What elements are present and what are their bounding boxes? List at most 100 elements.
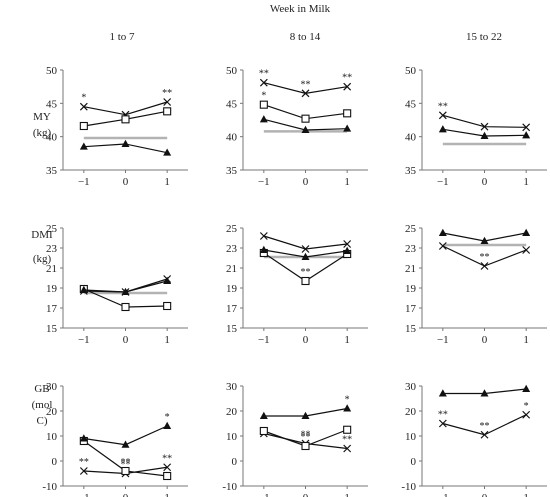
point-marker-x [343,82,352,91]
figure-title: Week in Milk [270,3,331,15]
point-marker-square [343,425,352,434]
x-marker-stroke [438,419,447,428]
x-marker-stroke [343,240,352,248]
x-tick-label: −1 [258,176,270,188]
y-tick-label: 50 [46,65,58,77]
x-tick-label: 1 [164,334,170,346]
significance-label: ** [480,421,490,432]
x-marker-stroke [79,102,88,111]
column-heading-week-1-7: 1 to 7 [109,31,135,43]
x-marker-stroke [259,232,268,240]
x-marker-stroke [301,245,310,253]
y-tick-label: 21 [46,263,57,275]
y-tick-label: 25 [405,223,417,235]
x-tick-label: −1 [437,334,449,346]
point-marker-square [121,115,130,124]
point-marker-triangle [480,389,489,397]
point-marker-triangle [522,384,531,392]
x-tick-label: 1 [523,334,529,346]
point-marker-x [480,122,489,131]
point-marker-triangle [121,139,130,147]
significance-label: ** [301,79,311,90]
x-marker-stroke [522,246,531,254]
significance-label: ** [121,457,131,468]
panel-r1-c1: 15 17 19 21 23 25 −1 0 1 ** [226,223,368,346]
point-marker-triangle [79,434,88,442]
panel-r1-c2: 15 17 19 21 23 25 −1 0 1 ** [405,223,547,346]
point-marker-triangle [522,131,531,139]
point-marker-triangle [121,287,130,295]
point-marker-triangle [259,245,268,253]
point-marker-x [79,102,88,111]
y-tick-label: 30 [226,381,238,393]
y-tick-label: 40 [226,132,238,144]
y-tick-label: 0 [52,456,58,468]
significance-label: * [261,91,266,102]
point-marker-square [301,276,310,286]
point-marker-square [121,302,130,312]
row-label-2-line-2: C) [37,415,48,427]
x-marker-stroke [480,262,489,270]
point-marker-triangle [79,142,88,150]
row-label-0-line-1: (kg) [33,127,52,139]
significance-label: * [524,401,529,412]
x-marker-stroke [480,122,489,131]
point-marker-triangle [343,246,352,254]
point-marker-triangle [163,276,172,284]
x-tick-label: −1 [78,176,90,188]
column-heading-week-8-14: 8 to 14 [290,31,321,43]
point-marker-square [163,301,172,311]
point-marker-x [259,232,268,240]
point-marker-square [343,109,352,118]
y-tick-label: -10 [401,481,416,493]
x-tick-label: 0 [123,334,129,346]
significance-label: ** [301,267,311,278]
row-label-1-line-1: (kg) [33,253,52,265]
x-marker-stroke [343,444,352,453]
x-tick-label: 0 [123,176,129,188]
point-marker-x [301,245,310,253]
point-marker-x [522,410,531,419]
significance-label: * [345,395,350,406]
point-marker-triangle [522,228,531,236]
x-tick-label: −1 [437,492,449,497]
point-marker-x [438,111,447,120]
y-tick-label: 15 [46,323,58,335]
point-marker-triangle [79,285,88,293]
point-marker-triangle [343,124,352,132]
x-marker-stroke [163,98,172,106]
y-tick-label: 23 [226,243,238,255]
y-tick-label: 23 [405,243,417,255]
y-tick-label: 35 [405,165,417,177]
x-marker-stroke [438,242,447,250]
x-tick-label: 1 [523,176,529,188]
point-marker-x [438,242,447,250]
significance-label: ** [259,69,269,80]
x-marker-stroke [522,410,531,419]
x-tick-label: 1 [164,492,170,497]
y-tick-label: 50 [405,65,417,77]
row-label-2-line-1: (mol [32,399,53,411]
y-tick-label: 19 [405,283,417,295]
x-marker-stroke [79,467,88,475]
significance-label: ** [301,430,311,441]
significance-label: * [165,412,170,423]
point-marker-triangle [163,148,172,156]
y-tick-label: 30 [405,381,417,393]
significance-label: * [81,93,86,104]
row-label-0-line-0: MY [33,111,51,123]
x-tick-label: 1 [344,176,350,188]
x-tick-label: 1 [523,492,529,497]
point-marker-x [522,123,531,132]
point-marker-triangle [438,228,447,236]
point-marker-triangle [480,236,489,244]
series-line-x [83,101,168,116]
y-tick-label: 20 [226,406,238,418]
y-tick-label: 17 [46,303,58,315]
point-marker-square [301,114,310,123]
